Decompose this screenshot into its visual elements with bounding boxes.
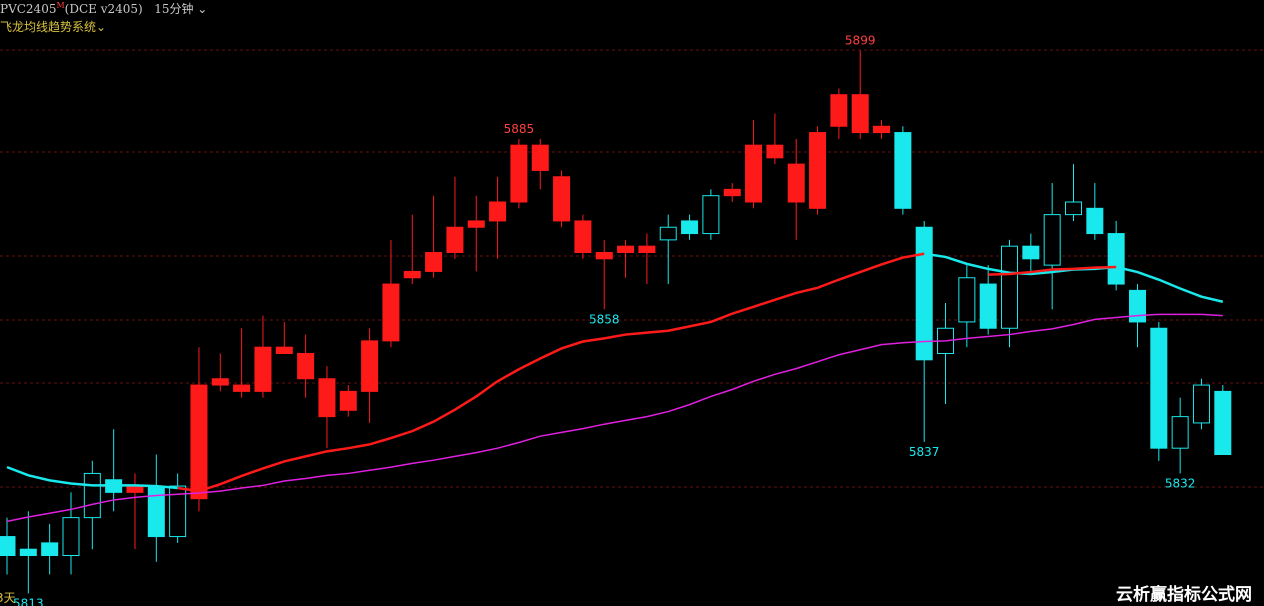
indicator-bar: 飞龙均线趋势系统⌄	[0, 18, 106, 35]
candle-body	[595, 252, 613, 260]
indicator[interactable]: 飞龙均线趋势系统	[0, 20, 97, 34]
candle-body	[361, 340, 379, 392]
candle-body	[766, 144, 784, 159]
candle-body	[1150, 327, 1168, 449]
symbol-mark: M	[56, 1, 65, 10]
candle-body	[0, 536, 16, 556]
candle-body	[894, 132, 912, 209]
candle-body	[702, 195, 720, 235]
candle-body	[958, 277, 976, 323]
candle-body	[787, 163, 805, 203]
candle-body	[659, 226, 677, 241]
symbol: PVC2405	[0, 2, 57, 16]
candle-body	[382, 283, 400, 342]
watermark: 云析赢指标公式网	[1114, 580, 1254, 605]
candle-body	[681, 220, 699, 235]
ma-line	[6, 313, 1223, 523]
candle-body	[169, 485, 187, 538]
header: PVC2405M(DCE v2405) 15分钟 ⌄	[0, 0, 207, 17]
candle-body	[574, 220, 592, 253]
candle-body	[190, 384, 208, 500]
candle-body	[425, 252, 443, 272]
candle-body	[553, 176, 571, 222]
candle-body	[297, 353, 315, 380]
candle-body	[1086, 207, 1104, 235]
candle-body	[211, 378, 229, 386]
candle-body	[510, 144, 528, 203]
corner-label: 3天	[0, 591, 16, 605]
dropdown-icon[interactable]: ⌄	[193, 2, 208, 16]
candle-body	[254, 346, 272, 392]
candle-body	[275, 346, 293, 354]
candle-body	[809, 132, 827, 209]
candle-body	[915, 226, 933, 361]
candle-body	[617, 245, 635, 253]
candle-body	[1214, 390, 1232, 455]
candle-body	[446, 226, 464, 253]
ma-line	[988, 265, 1117, 276]
candle-body	[1043, 214, 1061, 266]
candle-body	[638, 245, 656, 253]
candle-body	[745, 144, 763, 203]
candle-body	[1001, 245, 1019, 329]
candle-body	[1171, 416, 1189, 449]
candle-body	[339, 390, 357, 411]
candle-body	[83, 472, 101, 519]
candle-body	[723, 188, 741, 197]
candle-body	[489, 201, 507, 222]
dropdown-icon[interactable]: ⌄	[96, 20, 107, 34]
candle-body	[1128, 289, 1146, 323]
candle-body	[1107, 233, 1125, 285]
price-annotation: 5899	[845, 34, 876, 48]
candle-body	[1065, 201, 1082, 216]
price-annotation: 5837	[909, 445, 940, 459]
candle-body	[126, 485, 144, 493]
price-annotation: 5885	[504, 122, 535, 136]
candle-body	[467, 220, 485, 228]
candle-body	[147, 485, 165, 538]
candle-body	[1192, 384, 1210, 424]
contract: (DCE v2405)	[64, 2, 143, 16]
price-annotation: 5832	[1165, 476, 1196, 490]
candle-body	[1022, 245, 1040, 260]
price-annotation: 5858	[589, 312, 620, 326]
ma-line	[6, 465, 178, 490]
candle-body	[979, 283, 997, 329]
candle-body	[830, 94, 848, 127]
period[interactable]: 15分钟	[154, 2, 194, 16]
ma-line	[177, 252, 925, 493]
price-annotation: 5813	[13, 596, 44, 606]
candle-body	[62, 517, 80, 556]
candle-body	[873, 125, 891, 134]
candle-body	[19, 548, 37, 556]
candle-body	[233, 384, 251, 392]
candle-body	[531, 144, 549, 171]
candle-body	[403, 270, 421, 279]
candle-body	[318, 378, 336, 418]
candle-body	[851, 94, 869, 134]
candle-body	[41, 542, 59, 556]
